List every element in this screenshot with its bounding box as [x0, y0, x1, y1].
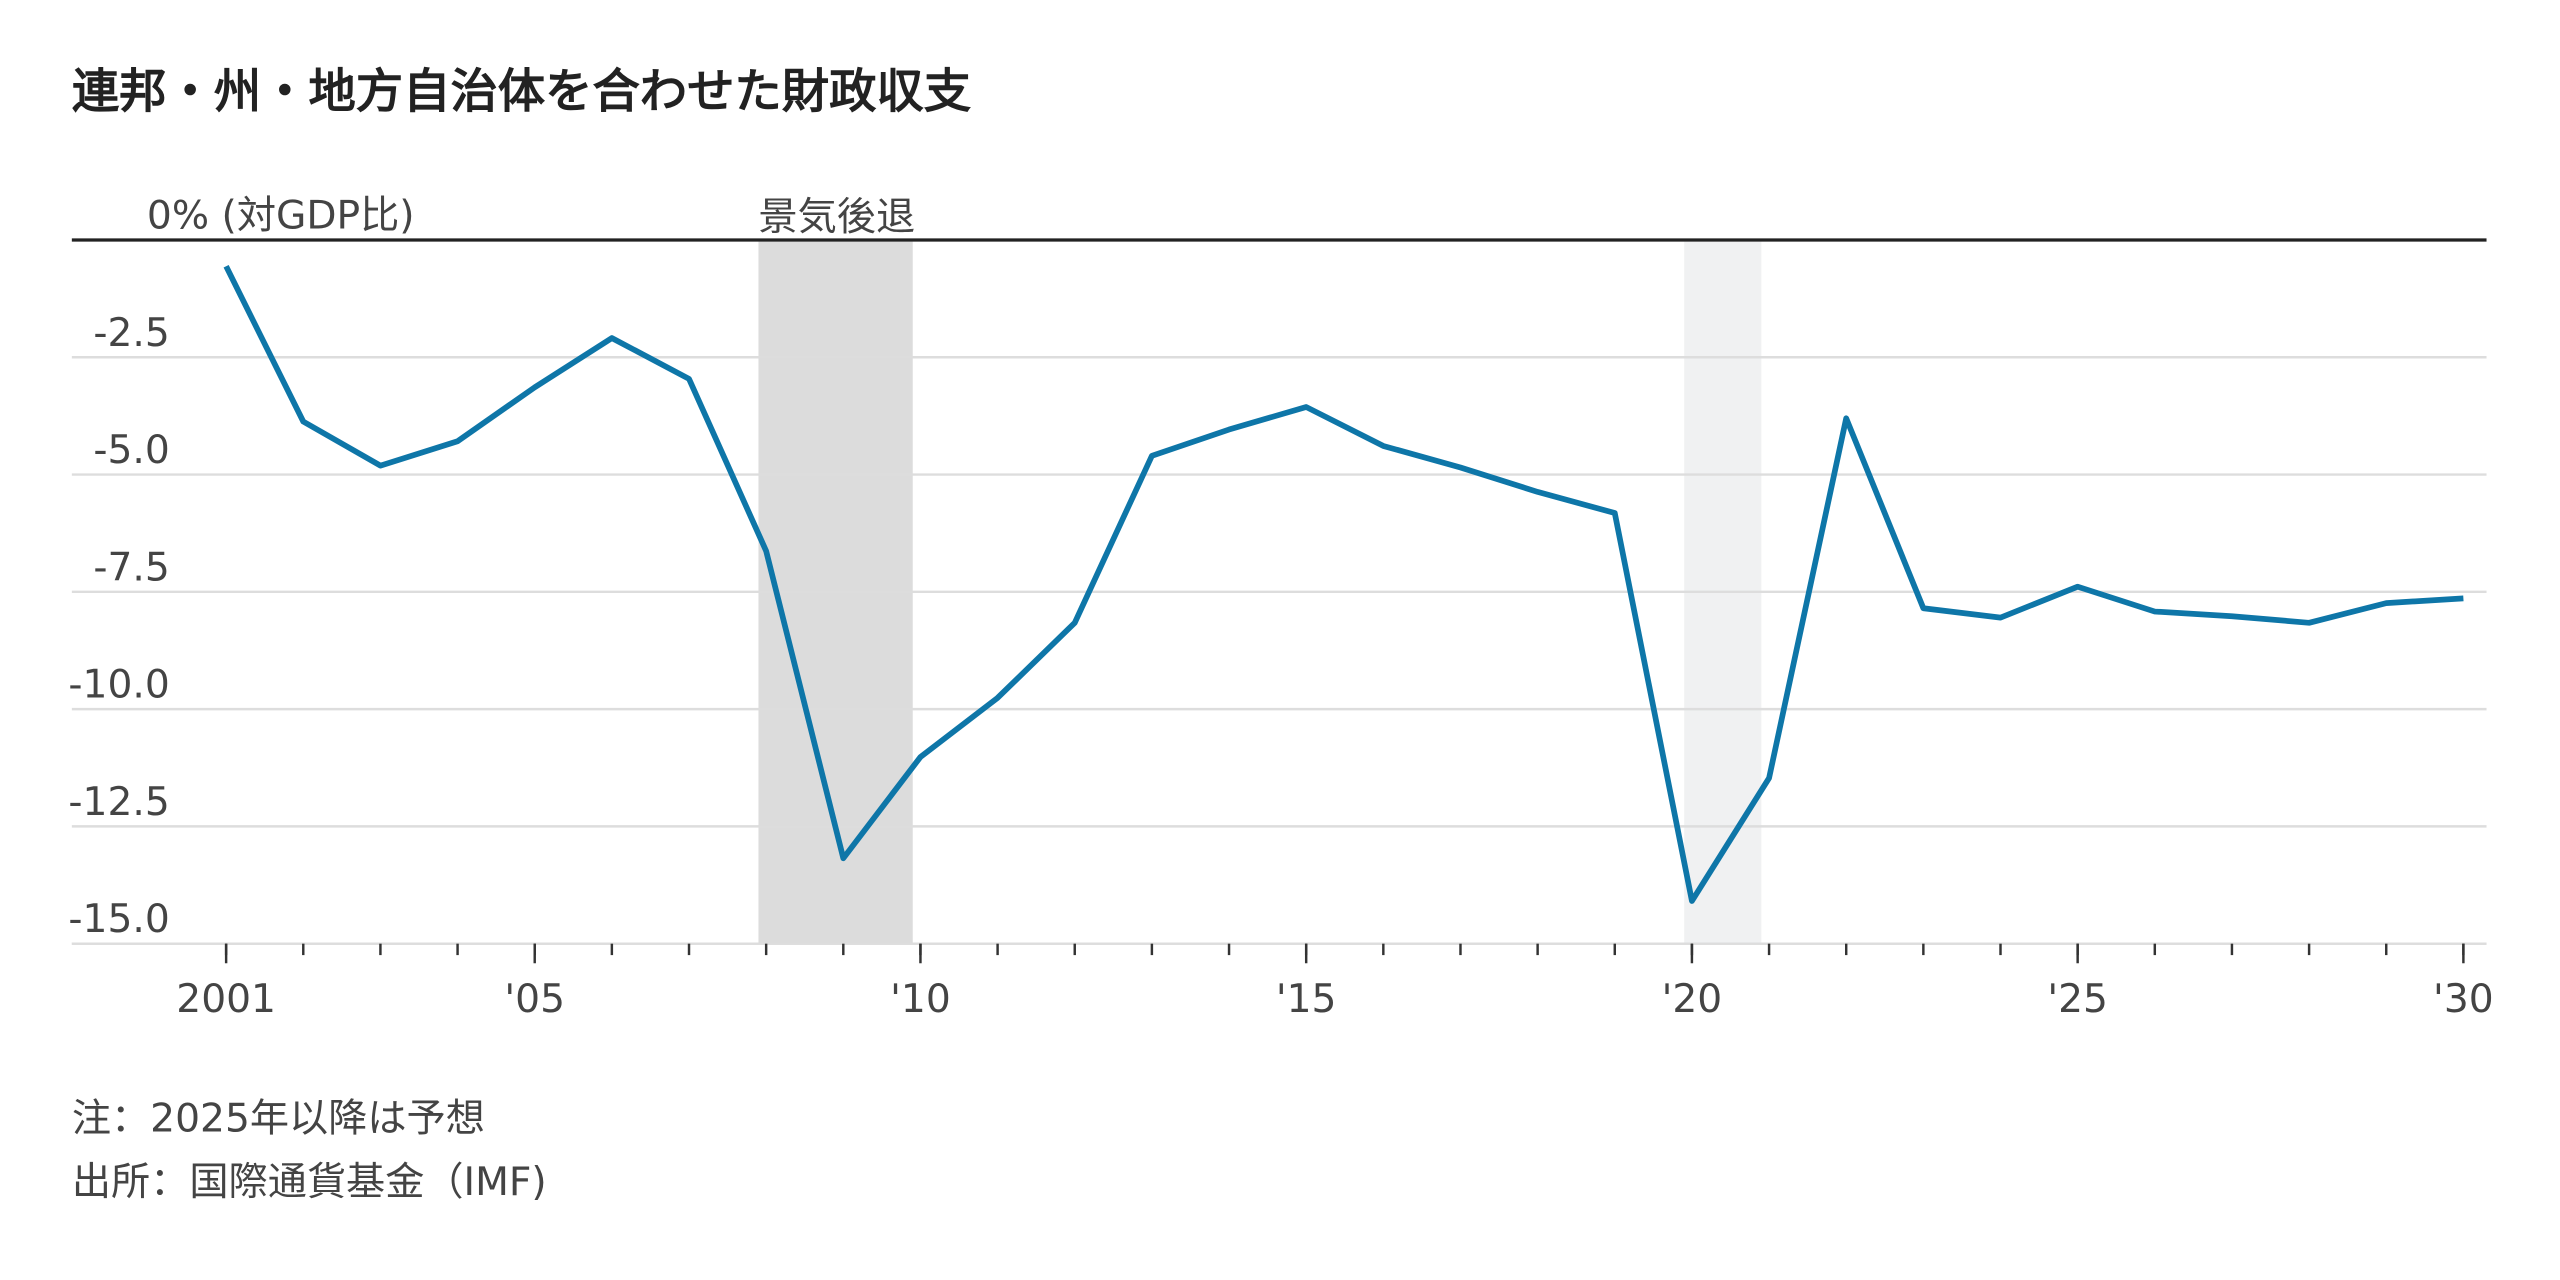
y-tick-label: -7.5 [93, 545, 169, 590]
source: 出所：国際通貨基金（IMF) [72, 1160, 547, 1205]
x-tick-label: '10 [890, 977, 951, 1022]
data-line [223, 264, 2464, 904]
y-tick-label: -15.0 [68, 897, 169, 942]
y-tick-label: 0% (対GDP比) [147, 194, 415, 239]
x-tick-label: '15 [1276, 977, 1337, 1022]
x-tick-label: '05 [504, 977, 565, 1022]
note: 注：2025年以降は予想 [72, 1096, 485, 1141]
y-tick-label: -12.5 [68, 780, 169, 825]
chart-title: 連邦・州・地方自治体を合わせた財政収支 [72, 65, 972, 120]
x-tick-label: 2001 [176, 977, 276, 1022]
y-tick-label: -10.0 [68, 663, 169, 708]
x-tick-label: '25 [2047, 977, 2108, 1022]
y-tick-label: -2.5 [93, 311, 169, 356]
recession-label: 景気後退 [758, 195, 915, 240]
y-tick-label: -5.0 [93, 428, 169, 473]
x-tick-label: '20 [1662, 977, 1723, 1022]
x-tick-label: '30 [2433, 977, 2494, 1022]
